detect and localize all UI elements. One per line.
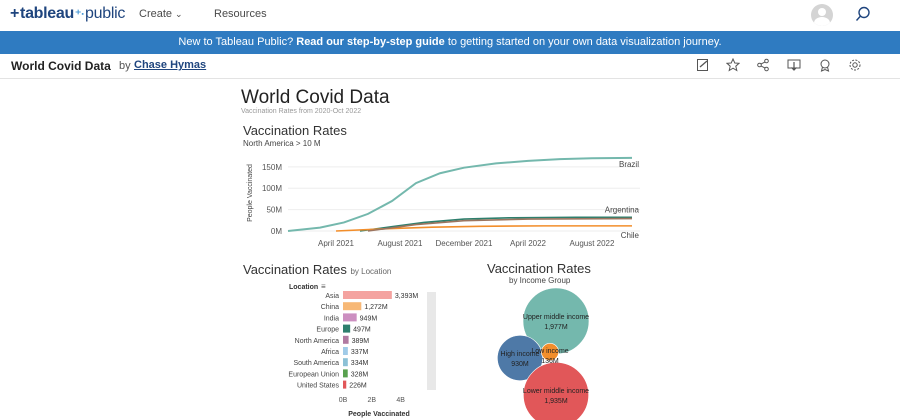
bar-category-label: Africa <box>321 349 339 356</box>
bubble-value-label: 1,977M <box>544 324 568 331</box>
bar-asia <box>343 291 392 299</box>
bar-value-label: 226M <box>349 383 367 390</box>
line-chart-x-tick: December 2021 <box>436 239 493 248</box>
bar-category-label: India <box>324 315 339 322</box>
bar-chart-x-tick: 2B <box>368 397 377 404</box>
bubble-chart[interactable]: Upper middle income 1,977M High income 930M… <box>480 284 620 420</box>
bar-china <box>343 302 362 311</box>
bar-south-america <box>343 358 348 367</box>
bubble-high-income <box>497 335 543 381</box>
bar-value-label: 1,272M <box>364 304 388 311</box>
bubble-category-label: High income <box>501 351 540 358</box>
bar-value-label: 949M <box>360 315 378 322</box>
line-series-argentina <box>359 216 632 232</box>
line-series-brazil <box>287 156 633 232</box>
bar-european-union <box>343 369 348 378</box>
bar-category-label: United States <box>297 383 340 390</box>
workbook-title: World Covid Data <box>11 59 111 73</box>
share-icon[interactable] <box>756 58 770 72</box>
bar-category-label: Europe <box>316 327 339 334</box>
line-series-other <box>367 217 633 232</box>
bubble-category-label: Upper middle income <box>523 314 589 321</box>
settings-gear-icon[interactable] <box>848 58 862 72</box>
search-icon[interactable] <box>855 6 871 22</box>
bar-value-label: 328M <box>351 371 369 378</box>
bubble-chart-subtitle: by Income Group <box>509 276 571 285</box>
bubble-chart-title: Vaccination Rates <box>487 261 591 276</box>
favorite-star-icon[interactable] <box>726 58 740 72</box>
top-nav: +tableau⁺∙public Create ⌄ Resources <box>0 0 900 31</box>
download-icon[interactable] <box>787 58 801 72</box>
line-chart-y-tick: 50M <box>266 206 282 215</box>
bar-category-label: Asia <box>325 293 339 300</box>
bar-category-label: China <box>321 304 339 311</box>
bar-value-label: 497M <box>353 327 371 334</box>
create-menu[interactable]: Create ⌄ <box>139 8 183 20</box>
bubble-value-label: 930M <box>511 361 529 368</box>
line-chart-y-tick: 0M <box>271 227 282 236</box>
sort-icon: ≡ <box>321 282 326 291</box>
bar-value-label: 389M <box>352 338 370 345</box>
bar-chart-x-tick: 0B <box>339 397 348 404</box>
by-label: by <box>119 60 131 72</box>
dashboard: World Covid Data Vaccination Rates from … <box>0 79 900 420</box>
bubble-value-label: 136M <box>541 358 559 365</box>
line-chart-y-axis-label: People Vaccinated <box>247 164 254 222</box>
bar-chart-x-axis-label: People Vaccinated <box>348 411 409 418</box>
bar-chart-x-tick: 4B <box>396 397 405 404</box>
bar-category-label: European Union <box>288 371 339 378</box>
bubble-value-label: 1,935M <box>544 398 568 405</box>
bubble-category-label: Lower middle income <box>523 388 589 395</box>
bubble-low-income <box>541 343 559 361</box>
bar-india <box>343 313 357 322</box>
getting-started-banner: New to Tableau Public? Read our step-by-… <box>0 31 900 54</box>
line-chart[interactable]: 0M 50M 100M 150M People Vaccinated April 2021… <box>240 149 650 254</box>
dashboard-title: World Covid Data <box>241 87 390 108</box>
step-by-step-guide-link[interactable]: Read our step-by-step guide <box>296 36 445 48</box>
bar-united-states <box>343 380 347 389</box>
line-chart-subtitle: North America > 10 M <box>243 139 321 148</box>
bar-africa <box>343 347 348 355</box>
workbook-titlebar: World Covid Data by Chase Hymas <box>0 54 900 79</box>
bar-chart-legend-label: Location <box>289 284 318 291</box>
bar-chart[interactable]: Location ≡ Asia 3,393M China 1,272M India 949M E… <box>240 277 445 420</box>
bar-category-label: South America <box>293 360 339 367</box>
line-chart-end-label: Chile <box>621 231 640 240</box>
badge-icon[interactable] <box>818 58 832 72</box>
bar-north-america <box>343 335 349 344</box>
line-series-chile <box>335 225 632 232</box>
bar-value-label: 3,393M <box>395 293 419 300</box>
bar-chart-scrollbar <box>427 292 436 390</box>
chevron-down-icon: ⌄ <box>175 9 183 19</box>
dashboard-subtitle: Vaccination Rates from 2020-Oct 2022 <box>241 108 362 115</box>
bar-value-label: 337M <box>351 349 369 356</box>
bar-europe <box>343 324 351 333</box>
bar-value-label: 334M <box>351 360 369 367</box>
author-link[interactable]: Chase Hymas <box>134 59 207 71</box>
bar-category-label: North America <box>295 338 339 345</box>
line-chart-y-tick: 100M <box>262 184 282 193</box>
tableau-public-logo[interactable]: +tableau⁺∙public <box>10 5 126 22</box>
line-chart-x-tick: August 2021 <box>378 239 423 248</box>
line-chart-y-tick: 150M <box>262 163 282 172</box>
line-chart-x-tick: August 2022 <box>570 239 615 248</box>
bubble-lower-middle-income <box>523 362 589 420</box>
edit-icon[interactable] <box>696 58 710 72</box>
line-chart-title: Vaccination Rates <box>243 123 347 138</box>
bar-chart-title: Vaccination Rates by Location <box>243 262 392 277</box>
line-chart-end-label: Argentina <box>605 205 640 214</box>
bubble-category-label: Low income <box>531 348 568 355</box>
resources-link[interactable]: Resources <box>214 8 267 20</box>
avatar[interactable] <box>811 4 833 26</box>
line-chart-end-label: Brazil <box>619 160 639 169</box>
line-chart-x-tick: April 2021 <box>318 239 355 248</box>
line-chart-x-tick: April 2022 <box>510 239 547 248</box>
